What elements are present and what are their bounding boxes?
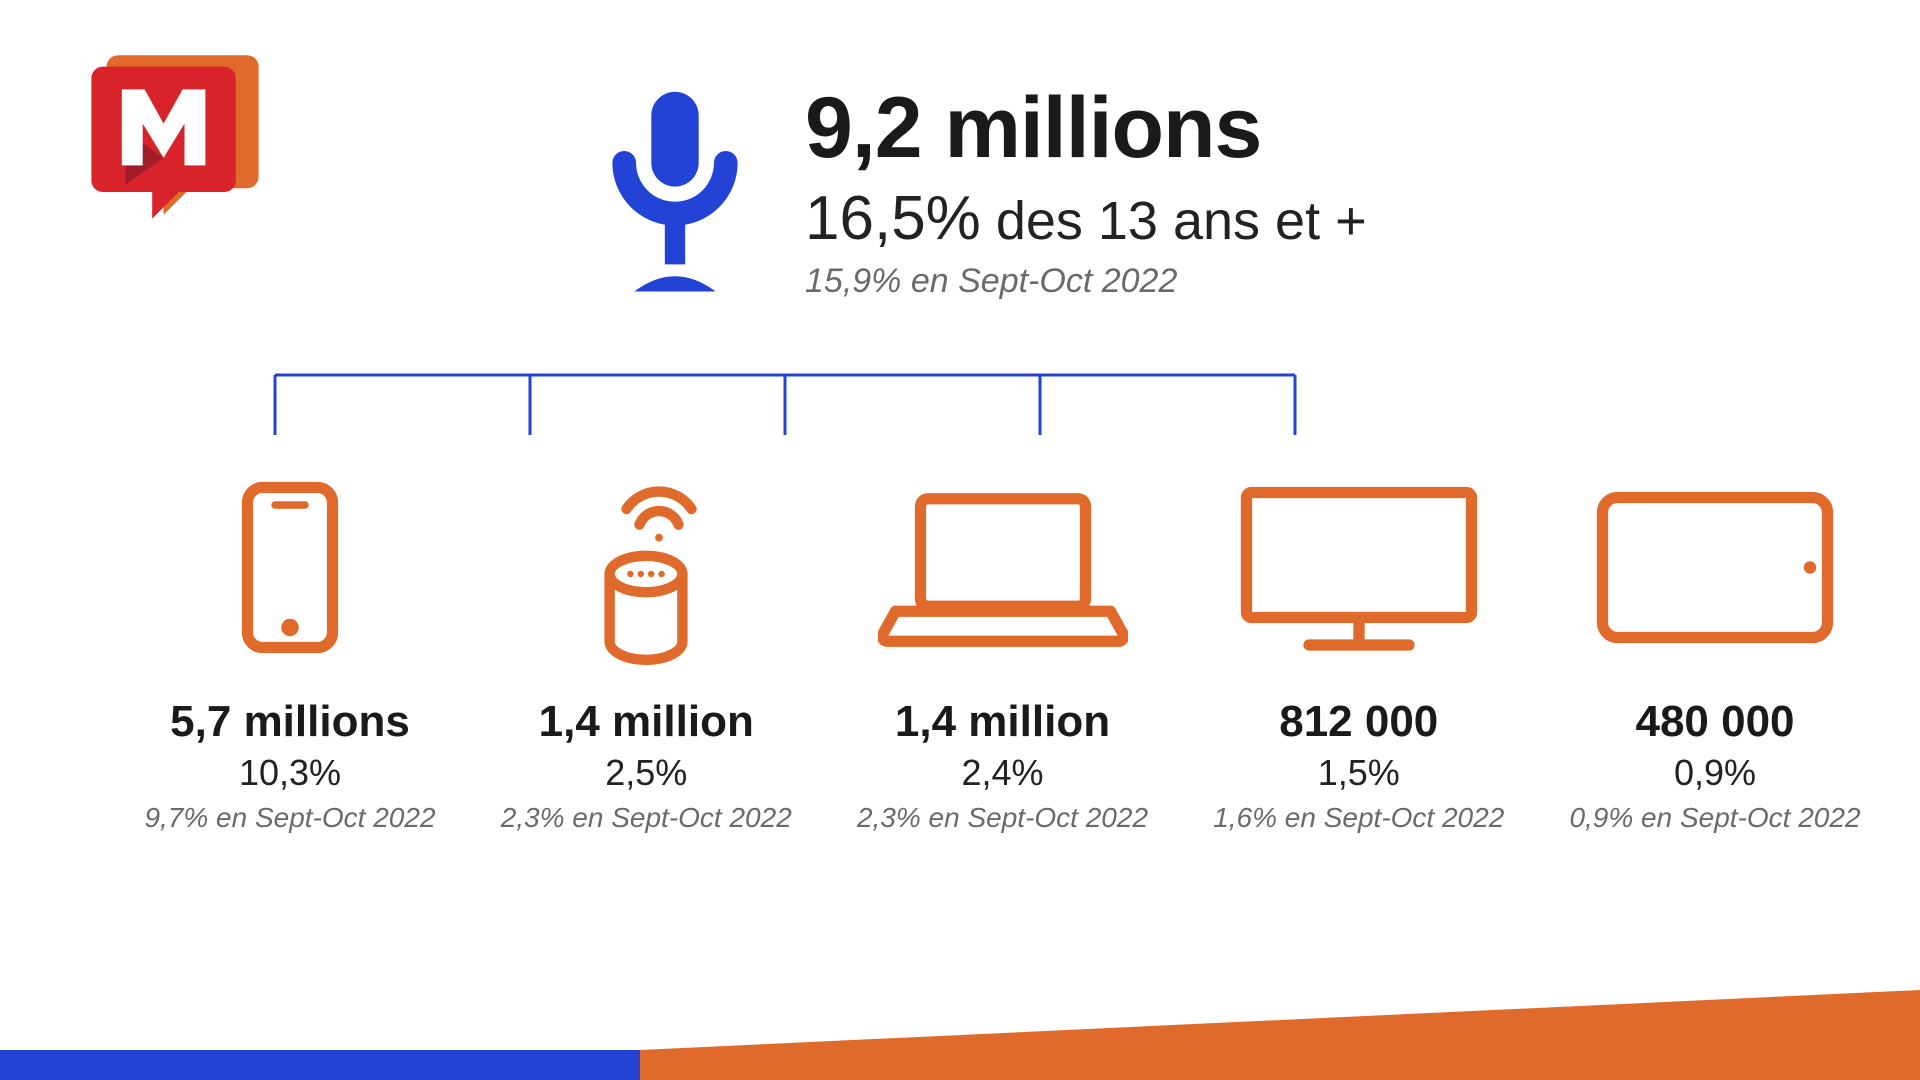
headline-value: 9,2 millions — [805, 85, 1367, 171]
headline-percent-line: 16,5% des 13 ans et + — [805, 183, 1367, 254]
device-tv: 812 000 1,5% 1,6% en Sept-Oct 2022 — [1204, 470, 1514, 835]
tablet-icon — [1560, 470, 1870, 665]
device-percent: 10,3% — [135, 752, 445, 794]
smart-speaker-icon — [491, 470, 801, 665]
device-value: 5,7 millions — [135, 697, 445, 748]
microphone-icon — [590, 85, 760, 305]
device-prev: 0,9% en Sept-Oct 2022 — [1560, 800, 1870, 835]
device-smart-speaker: 1,4 million 2,5% 2,3% en Sept-Oct 2022 — [491, 470, 801, 835]
headline-block: 9,2 millions 16,5% des 13 ans et + 15,9%… — [590, 85, 1367, 305]
device-prev: 9,7% en Sept-Oct 2022 — [135, 800, 445, 835]
smartphone-icon — [135, 470, 445, 665]
device-value: 1,4 million — [848, 697, 1158, 748]
tv-icon — [1204, 470, 1514, 665]
connector-bracket — [235, 365, 1335, 445]
headline-percent-suffix: des 13 ans et + — [996, 191, 1367, 251]
device-value: 1,4 million — [491, 697, 801, 748]
device-percent: 0,9% — [1560, 752, 1870, 794]
device-percent: 2,5% — [491, 752, 801, 794]
footer-wedge — [0, 990, 1920, 1080]
headline-prev: 15,9% en Sept-Oct 2022 — [805, 262, 1367, 301]
device-tablet: 480 000 0,9% 0,9% en Sept-Oct 2022 — [1560, 470, 1870, 835]
device-percent: 1,5% — [1204, 752, 1514, 794]
device-value: 812 000 — [1204, 697, 1514, 748]
device-value: 480 000 — [1560, 697, 1870, 748]
device-prev: 2,3% en Sept-Oct 2022 — [848, 800, 1158, 835]
device-percent: 2,4% — [848, 752, 1158, 794]
headline-text: 9,2 millions 16,5% des 13 ans et + 15,9%… — [805, 85, 1367, 301]
laptop-icon — [848, 470, 1158, 665]
headline-percent: 16,5% — [805, 184, 981, 253]
devices-row: 5,7 millions 10,3% 9,7% en Sept-Oct 2022 — [135, 470, 1870, 835]
device-prev: 1,6% en Sept-Oct 2022 — [1204, 800, 1514, 835]
device-laptop: 1,4 million 2,4% 2,3% en Sept-Oct 2022 — [848, 470, 1158, 835]
device-smartphone: 5,7 millions 10,3% 9,7% en Sept-Oct 2022 — [135, 470, 445, 835]
m-logo-icon — [80, 40, 270, 230]
infographic-canvas: 9,2 millions 16,5% des 13 ans et + 15,9%… — [0, 0, 1920, 1080]
device-prev: 2,3% en Sept-Oct 2022 — [491, 800, 801, 835]
brand-logo — [80, 40, 270, 230]
